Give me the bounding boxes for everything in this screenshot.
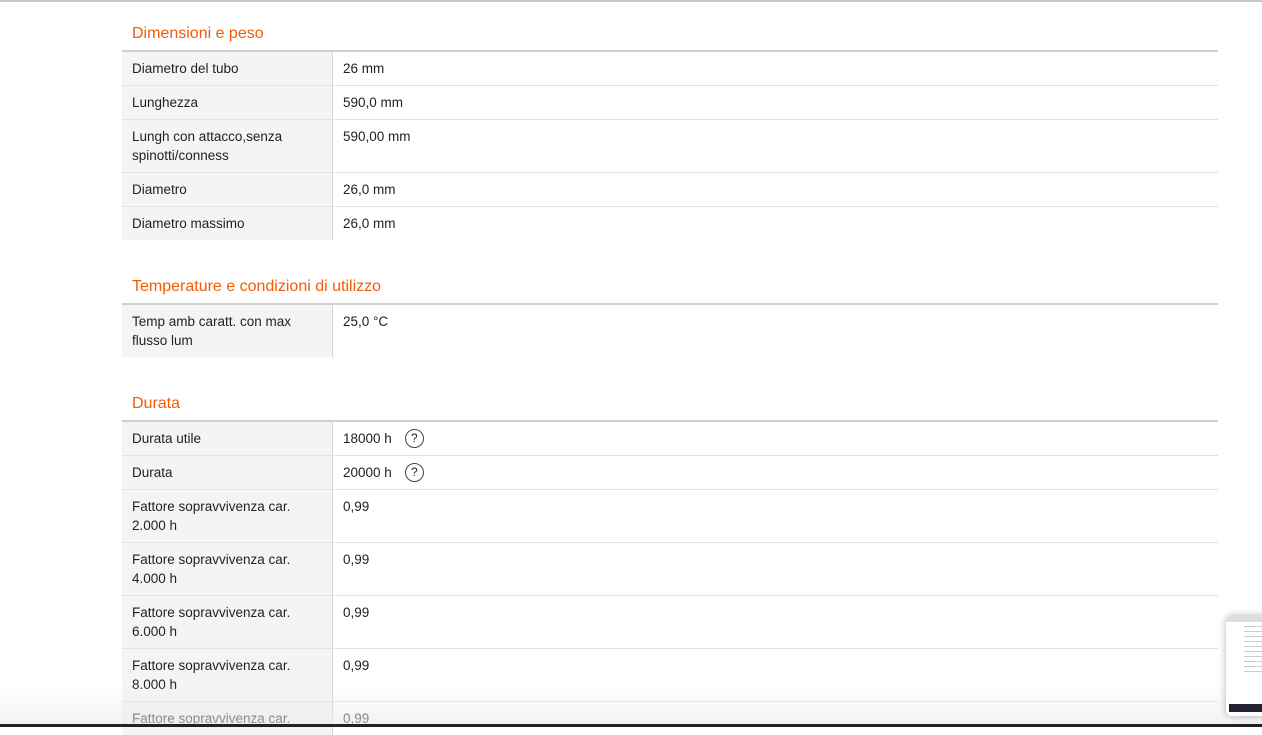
row-label: Lunghezza xyxy=(122,86,333,119)
row-label: Fattore sopravvivenza car. 2.000 h xyxy=(122,490,333,542)
row-label: Fattore sopravvivenza car. 4.000 h xyxy=(122,543,333,595)
table-row: Durata utile 18000 h? xyxy=(122,422,1218,456)
section-title: Dimensioni e peso xyxy=(132,25,264,42)
row-value: 590,0 mm xyxy=(343,95,404,110)
section-title: Temperature e condizioni di utilizzo xyxy=(132,278,382,295)
row-value: 20000 h? xyxy=(333,456,1218,489)
section-temperature: Temperature e condizioni di utilizzo Tem… xyxy=(122,276,1218,357)
section-dimensions: Dimensioni e peso Diametro del tubo 26 mm… xyxy=(122,23,1218,240)
value-text: 18000 h xyxy=(343,431,392,446)
row-label: Diametro xyxy=(122,173,333,206)
thumbnail-toolbar xyxy=(1226,616,1262,622)
top-divider xyxy=(0,0,1262,2)
spec-content: Dimensioni e peso Diametro del tubo 26 mm… xyxy=(122,0,1218,735)
row-value: 26,0 mm xyxy=(343,182,396,197)
row-value: 0,99 xyxy=(343,499,370,514)
table-row: Fattore sopravvivenza car. 4.000 h 0,99 xyxy=(122,543,1218,596)
bottom-bar xyxy=(0,724,1262,727)
row-label: Temp amb caratt. con max flusso lum xyxy=(122,305,333,357)
row-value: 26,0 mm xyxy=(343,216,396,231)
section-title: Durata xyxy=(132,395,181,412)
row-value: 26 mm xyxy=(343,61,385,76)
table-row: Diametro 26,0 mm xyxy=(122,173,1218,207)
spec-table: Diametro del tubo 26 mm Lunghezza 590,0 mm… xyxy=(122,50,1218,240)
table-row: Fattore sopravvivenza car. 6.000 h 0,99 xyxy=(122,596,1218,649)
row-value: 0,99 xyxy=(343,605,370,620)
thumbnail-dock xyxy=(1229,704,1262,712)
row-label: Diametro massimo xyxy=(122,207,333,240)
row-value: 0,99 xyxy=(343,552,370,567)
spec-table: Temp amb caratt. con max flusso lum 25,0 … xyxy=(122,303,1218,357)
row-value: 590,00 mm xyxy=(343,129,411,144)
table-row: Lungh con attacco,senza spinotti/conness… xyxy=(122,120,1218,173)
table-row: Fattore sopravvivenza car. 2.000 h 0,99 xyxy=(122,490,1218,543)
screenshot-thumbnail[interactable] xyxy=(1226,616,1262,716)
table-row: Lunghezza 590,0 mm xyxy=(122,86,1218,120)
value-text: 20000 h xyxy=(343,465,392,480)
bottom-fade xyxy=(0,684,1262,724)
row-value: 18000 h? xyxy=(333,422,1218,455)
table-row: Durata 20000 h? xyxy=(122,456,1218,490)
row-value: 25,0 °C xyxy=(343,314,389,329)
row-label: Lungh con attacco,senza spinotti/conness xyxy=(122,120,333,172)
table-row: Diametro del tubo 26 mm xyxy=(122,52,1218,86)
row-label: Fattore sopravvivenza car. 6.000 h xyxy=(122,596,333,648)
row-label: Durata xyxy=(122,456,333,489)
help-icon[interactable]: ? xyxy=(404,463,424,482)
row-label: Durata utile xyxy=(122,422,333,455)
help-icon[interactable]: ? xyxy=(404,429,424,448)
table-row: Temp amb caratt. con max flusso lum 25,0 … xyxy=(122,305,1218,357)
table-row: Diametro massimo 26,0 mm xyxy=(122,207,1218,240)
row-value: 0,99 xyxy=(343,658,370,673)
row-label: Diametro del tubo xyxy=(122,52,333,85)
